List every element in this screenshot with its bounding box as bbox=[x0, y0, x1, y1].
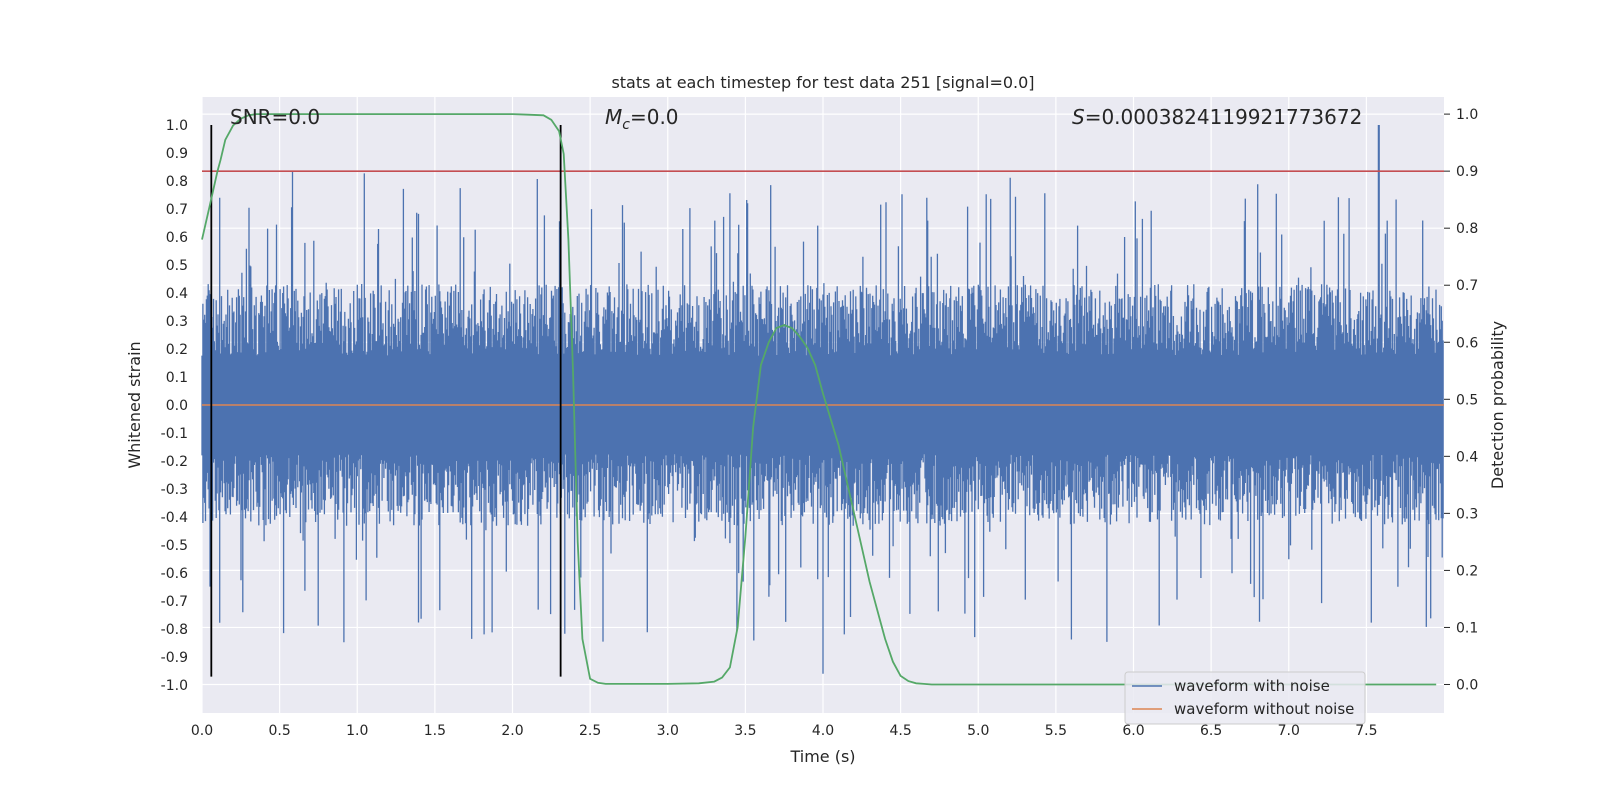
x-tick-label: 5.5 bbox=[1045, 723, 1067, 739]
x-tick-label: 2.0 bbox=[501, 723, 523, 739]
y-tick-label: -0.7 bbox=[161, 594, 188, 610]
x-tick-label: 5.0 bbox=[967, 723, 989, 739]
y-tick-label: 0.2 bbox=[166, 342, 188, 358]
x-tick-label: 0.0 bbox=[191, 723, 213, 739]
y-tick-labels: 1.0 0.9 0.8 0.7 0.6 0.5 0.4 0.3 0.2 0.1 0.0 -0.1 -0.… bbox=[161, 118, 188, 694]
y-tick-label: -0.4 bbox=[161, 510, 188, 526]
y2-tick-label: 0.6 bbox=[1456, 335, 1478, 351]
y2-tick-label: 0.1 bbox=[1456, 620, 1478, 636]
y-tick-label: -0.6 bbox=[161, 566, 188, 582]
y-tick-label: 0.7 bbox=[166, 202, 188, 218]
mc-annotation: Mc=0.0 bbox=[605, 105, 679, 133]
y-tick-label: -0.8 bbox=[161, 622, 188, 638]
x-tick-label: 1.0 bbox=[346, 723, 368, 739]
mc-subscript: c bbox=[622, 117, 630, 133]
s-value: =0.0003824119921773672 bbox=[1085, 105, 1363, 129]
y-tick-label: -0.9 bbox=[161, 650, 188, 666]
s-symbol: S bbox=[1072, 105, 1085, 129]
s-annotation: S=0.0003824119921773672 bbox=[1072, 105, 1362, 129]
y-tick-label: 0.0 bbox=[166, 398, 188, 414]
detection-probability-line bbox=[201, 113, 1437, 686]
x-tick-label: 2.5 bbox=[579, 723, 601, 739]
mc-symbol: M bbox=[605, 105, 622, 129]
legend: waveform with noise waveform without noi… bbox=[1124, 671, 1366, 725]
y-tick-label: 0.5 bbox=[166, 258, 188, 274]
snr-annotation: SNR=0.0 bbox=[230, 105, 320, 129]
y-tick-label: -0.3 bbox=[161, 482, 188, 498]
y-tick-label: 0.8 bbox=[166, 174, 188, 190]
x-tick-labels: 0.0 0.5 1.0 1.5 2.0 2.5 3.0 3.5 4.0 4.5 5.0 5.5 6.0 6… bbox=[191, 723, 1378, 739]
y2-tick-label: 1.0 bbox=[1456, 107, 1478, 123]
x-tick-label: 6.0 bbox=[1122, 723, 1144, 739]
x-tick-label: 3.5 bbox=[734, 723, 756, 739]
y2-tick-labels: 1.0 0.9 0.8 0.7 0.6 0.5 0.4 0.3 0.2 0.1 0.0 bbox=[1456, 107, 1478, 693]
lines bbox=[201, 113, 1444, 686]
x-tick-label: 1.5 bbox=[424, 723, 446, 739]
y2-tick-label: 0.0 bbox=[1456, 677, 1478, 693]
y-tick-label: -0.2 bbox=[161, 454, 188, 470]
y-tick-label: 1.0 bbox=[166, 118, 188, 134]
y2-tick-label: 0.7 bbox=[1456, 278, 1478, 294]
y2-tick-label: 0.8 bbox=[1456, 221, 1478, 237]
x-axis-label: Time (s) bbox=[789, 747, 855, 766]
x-tick-label: 4.0 bbox=[812, 723, 834, 739]
legend-label-noise: waveform with noise bbox=[1174, 677, 1330, 695]
chart-title: stats at each timestep for test data 251… bbox=[611, 73, 1034, 92]
x-tick-label: 3.0 bbox=[657, 723, 679, 739]
y-axis-label: Whitened strain bbox=[125, 341, 144, 468]
y2-tick-label: 0.3 bbox=[1456, 506, 1478, 522]
x-tick-label: 0.5 bbox=[268, 723, 290, 739]
y-tick-label: 0.4 bbox=[166, 286, 188, 302]
y-tick-label: 0.1 bbox=[166, 370, 188, 386]
y2-tick-label: 0.5 bbox=[1456, 392, 1478, 408]
x-tick-label: 7.0 bbox=[1278, 723, 1300, 739]
y-tick-label: -0.5 bbox=[161, 538, 188, 554]
legend-box bbox=[1124, 671, 1366, 725]
x-tick-label: 4.5 bbox=[889, 723, 911, 739]
mc-value: =0.0 bbox=[630, 105, 679, 129]
legend-label-clean: waveform without noise bbox=[1174, 700, 1354, 718]
y2-tick-label: 0.2 bbox=[1456, 563, 1478, 579]
y-tick-label: -0.1 bbox=[161, 426, 188, 442]
y2-tick-label: 0.4 bbox=[1456, 449, 1478, 465]
y2-tick-label: 0.9 bbox=[1456, 164, 1478, 180]
x-tick-label: 7.5 bbox=[1355, 723, 1377, 739]
x-tick-label: 6.5 bbox=[1200, 723, 1222, 739]
y-tick-label: 0.9 bbox=[166, 146, 188, 162]
y2-axis-label: Detection probability bbox=[1488, 321, 1507, 489]
y-tick-label: -1.0 bbox=[161, 678, 188, 694]
y-tick-label: 0.6 bbox=[166, 230, 188, 246]
y-tick-label: 0.3 bbox=[166, 314, 188, 330]
